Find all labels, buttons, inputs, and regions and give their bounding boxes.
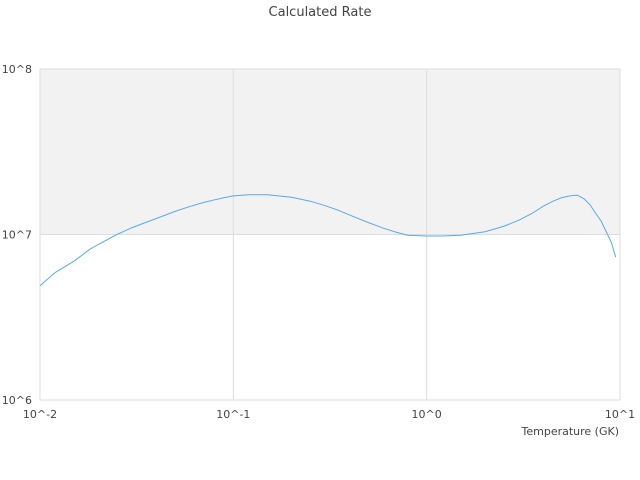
x-tick-labels: 10^-2 10^-1 10^0 10^1 (23, 408, 635, 421)
y-tick-label: 10^7 (2, 229, 32, 242)
series-line (39, 194, 617, 287)
x-tick-label: 10^-1 (216, 408, 250, 421)
x-tick-label: 10^0 (412, 408, 442, 421)
y-tick-label: 10^6 (2, 394, 32, 407)
y-tick-label: 10^8 (2, 63, 32, 76)
shaded-band (40, 69, 620, 235)
chart-title: Calculated Rate (269, 5, 372, 20)
y-tick-labels: 10^8 10^7 10^6 (2, 63, 32, 407)
series-group (39, 194, 617, 287)
x-tick-label: 10^1 (605, 408, 635, 421)
x-axis-label: Temperature (GK) (521, 425, 620, 438)
grid-lines (39, 68, 621, 401)
plot-background (40, 69, 620, 235)
x-tick-label: 10^-2 (23, 408, 57, 421)
